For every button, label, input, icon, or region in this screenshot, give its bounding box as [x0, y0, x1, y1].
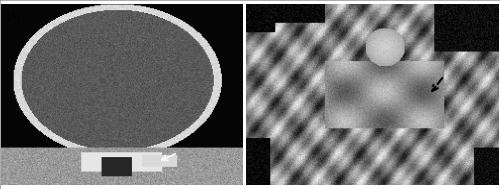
- Text: (B): (B): [249, 12, 264, 22]
- Text: (A): (A): [6, 12, 20, 22]
